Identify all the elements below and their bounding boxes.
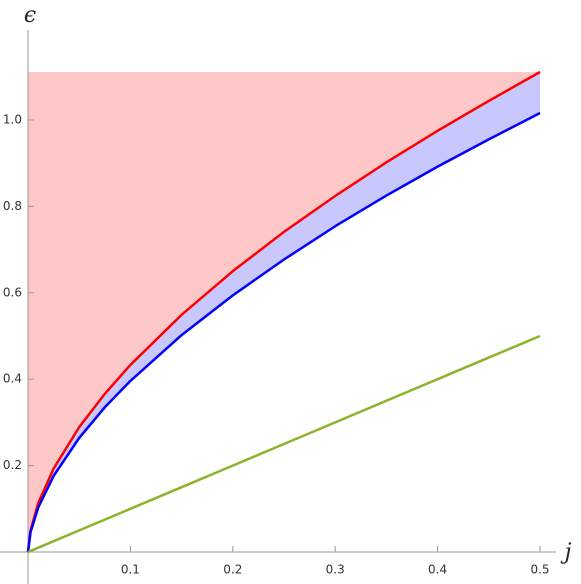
line (27, 334, 541, 554)
x-axis-label: j (560, 540, 572, 565)
y-tick-label: 0.8 (3, 199, 22, 213)
band-fill (28, 72, 540, 552)
x-tick-label: 0.4 (428, 563, 447, 577)
y-tick-label: 0.2 (3, 458, 22, 472)
y-tick-label: 1.0 (3, 112, 22, 126)
region-fill (28, 72, 540, 552)
y-tick-label: 0.6 (3, 285, 22, 299)
x-tick-label: 0.5 (530, 563, 549, 577)
x-tick-label: 0.3 (326, 563, 345, 577)
x-tick-label: 0.2 (223, 563, 242, 577)
y-axis-label: ϵ (24, 3, 36, 28)
y-tick-label: 0.4 (3, 372, 22, 386)
x-tick-label: 0.1 (121, 563, 140, 577)
line (26, 70, 541, 553)
line (26, 111, 541, 553)
